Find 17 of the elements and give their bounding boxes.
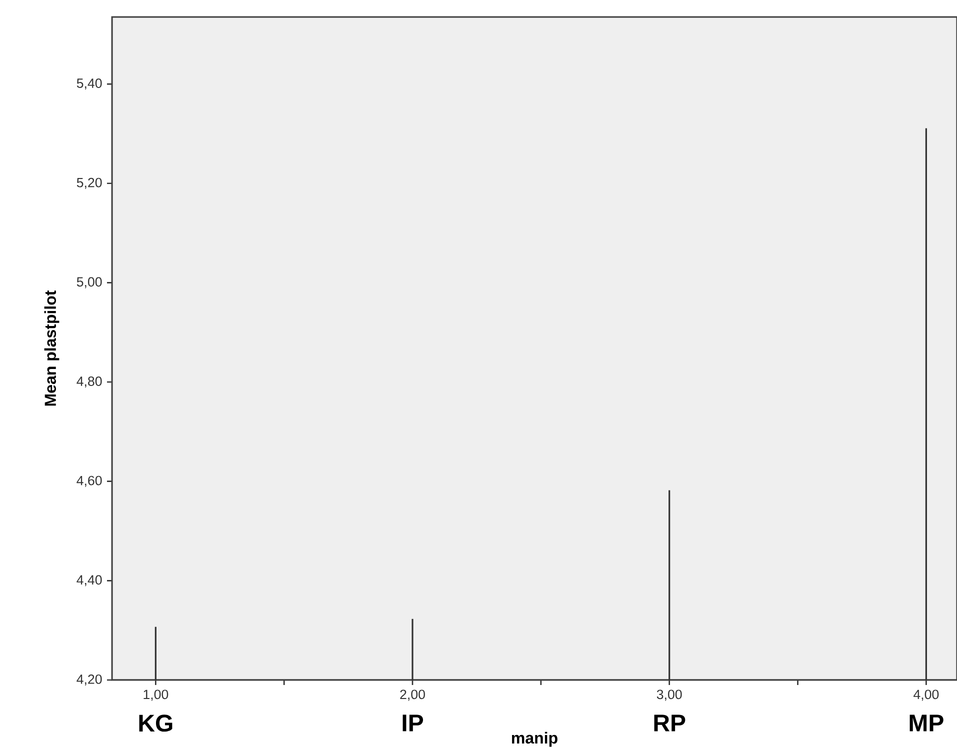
y-tick-label: 4,20 bbox=[76, 674, 102, 686]
y-tick-label: 4,60 bbox=[76, 476, 102, 487]
y-tick-label: 5,00 bbox=[76, 277, 102, 288]
x-tick-label: 4,00 bbox=[914, 690, 939, 701]
text: IP bbox=[402, 714, 424, 732]
text: MP bbox=[910, 714, 944, 732]
x-axis-title: manip bbox=[512, 732, 558, 747]
text: RP bbox=[654, 714, 686, 732]
x-tick-label: 3,00 bbox=[656, 690, 682, 701]
y-tick-label: 4,40 bbox=[76, 575, 102, 586]
y-tick-label: 4,80 bbox=[76, 376, 102, 388]
y-tick-label: 5,20 bbox=[76, 178, 102, 189]
y-axis-title: Mean plastpilot bbox=[44, 290, 60, 406]
y-tick-label: 5,40 bbox=[76, 78, 102, 90]
x-tick-label: 2,00 bbox=[400, 690, 425, 701]
text: KG bbox=[139, 714, 172, 732]
x-tick-label: 1,00 bbox=[144, 690, 168, 701]
